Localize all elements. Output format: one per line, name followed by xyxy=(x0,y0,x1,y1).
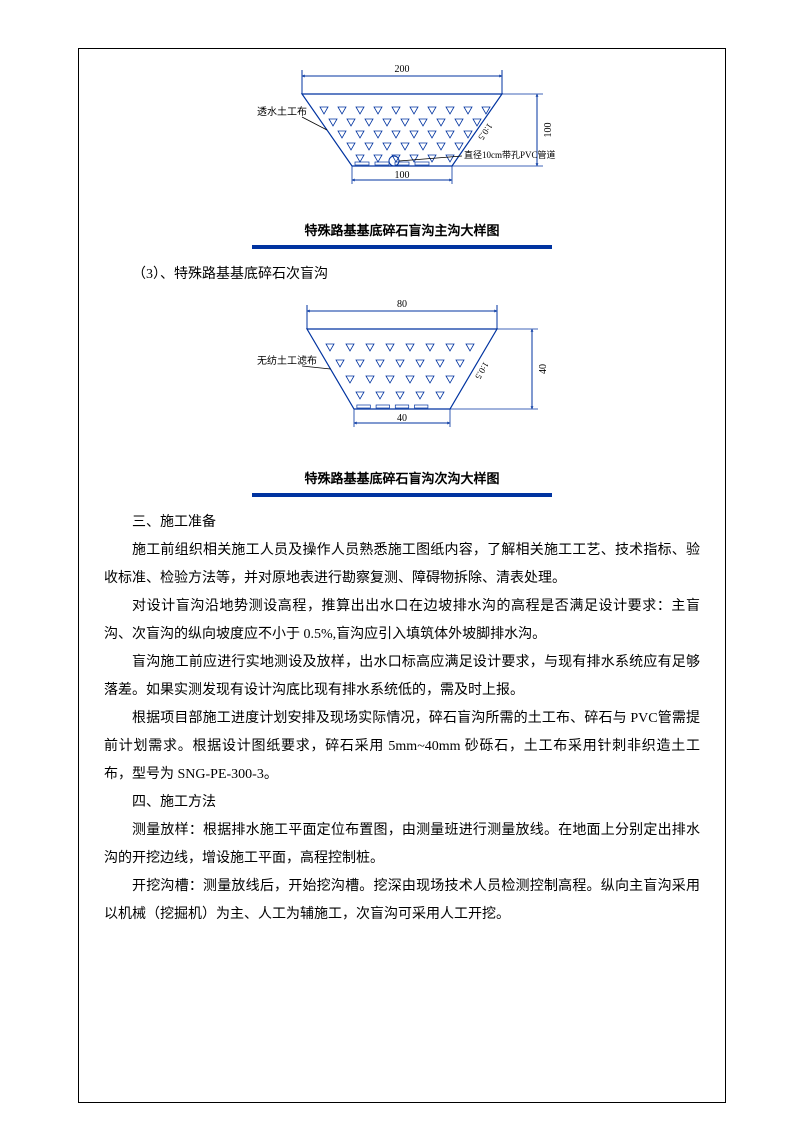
svg-text:200: 200 xyxy=(395,64,410,75)
svg-text:100: 100 xyxy=(395,170,410,181)
svg-text:直径10cm带孔PVC管道: 直径10cm带孔PVC管道 xyxy=(464,149,556,160)
caption-underline-2 xyxy=(252,493,552,497)
diagram2-caption: 特殊路基基底碎石盲沟次沟大样图 xyxy=(104,468,700,487)
s3-p4: 根据项目部施工进度计划安排及现场实际情况，碎石盲沟所需的土工布、碎石与 PVC管… xyxy=(104,705,700,789)
diagram-main-ditch: 200 透水土工布 100 1:0.5 100 直径10cm带孔PVC管道 特殊路基基底碎… xyxy=(104,64,700,249)
s3-p3: 盲沟施工前应进行实地测设及放样，出水口标高应满足设计要求，与现有排水系统应有足够… xyxy=(104,649,700,705)
diagram1-caption: 特殊路基基底碎石盲沟主沟大样图 xyxy=(104,220,700,239)
svg-text:40: 40 xyxy=(538,364,549,374)
svg-text:透水土工布: 透水土工布 xyxy=(257,105,307,118)
svg-text:1:0.5: 1:0.5 xyxy=(473,360,491,381)
trapezoid-diagram-1: 200 透水土工布 100 1:0.5 100 直径10cm带孔PVC管道 xyxy=(202,64,602,209)
svg-text:40: 40 xyxy=(397,413,407,424)
diagram-secondary-ditch: 80 无纺土工滤布 40 1:0.5 40 特殊路基基底碎石盲沟次沟大样图 xyxy=(104,297,700,497)
s3-p1: 施工前组织相关施工人员及操作人员熟悉施工图纸内容，了解相关施工工艺、技术指标、验… xyxy=(104,537,700,593)
subheading-3: （3）、特殊路基基底碎石次盲沟 xyxy=(104,261,700,289)
s3-p2: 对设计盲沟沿地势测设高程，推算出出水口在边坡排水沟的高程是否满足设计要求：主盲沟… xyxy=(104,593,700,649)
page-frame: 200 透水土工布 100 1:0.5 100 直径10cm带孔PVC管道 特殊路基基底碎… xyxy=(78,48,726,1103)
svg-text:80: 80 xyxy=(397,299,407,310)
s4-p2: 开挖沟槽：测量放线后，开始挖沟槽。挖深由现场技术人员检测控制高程。纵向主盲沟采用… xyxy=(104,873,700,929)
section-3: 三、施工准备 施工前组织相关施工人员及操作人员熟悉施工图纸内容，了解相关施工工艺… xyxy=(104,509,700,929)
svg-text:无纺土工滤布: 无纺土工滤布 xyxy=(257,354,317,367)
svg-text:1:0.5: 1:0.5 xyxy=(476,121,495,142)
s3-title: 三、施工准备 xyxy=(104,509,700,537)
svg-text:100: 100 xyxy=(543,123,554,138)
s4-title: 四、施工方法 xyxy=(104,789,700,817)
trapezoid-diagram-2: 80 无纺土工滤布 40 1:0.5 40 xyxy=(202,297,602,457)
caption-underline-1 xyxy=(252,245,552,249)
s4-p1: 测量放样：根据排水施工平面定位布置图，由测量班进行测量放线。在地面上分别定出排水… xyxy=(104,817,700,873)
